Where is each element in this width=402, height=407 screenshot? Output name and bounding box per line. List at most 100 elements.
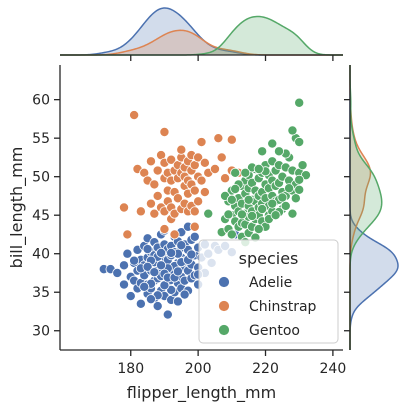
point-chinstrap bbox=[149, 208, 160, 219]
point-adelie bbox=[186, 249, 197, 260]
point-adelie bbox=[179, 289, 190, 300]
point-chinstrap bbox=[172, 193, 183, 204]
y-tick-label: 35 bbox=[32, 285, 50, 301]
point-adelie bbox=[129, 255, 140, 266]
top-marginal-kde bbox=[60, 7, 343, 61]
point-chinstrap bbox=[145, 156, 156, 167]
point-gentoo bbox=[287, 208, 298, 219]
point-chinstrap bbox=[209, 163, 220, 174]
point-chinstrap bbox=[226, 134, 237, 145]
point-adelie bbox=[142, 261, 153, 272]
point-chinstrap bbox=[199, 157, 210, 168]
legend-title: species bbox=[239, 249, 299, 268]
point-adelie bbox=[119, 279, 130, 290]
point-adelie bbox=[122, 248, 133, 259]
top-kde-fill-gentoo bbox=[60, 16, 343, 55]
point-chinstrap bbox=[159, 224, 170, 235]
point-chinstrap bbox=[145, 198, 156, 209]
point-chinstrap bbox=[196, 137, 207, 148]
point-gentoo bbox=[280, 200, 291, 211]
point-gentoo bbox=[253, 163, 264, 174]
point-adelie bbox=[166, 284, 177, 295]
legend-label-chinstrap: Chinstrap bbox=[249, 299, 317, 315]
point-adelie bbox=[166, 247, 177, 258]
top-kde-fill-chinstrap bbox=[60, 30, 343, 55]
right-kde-fill-adelie bbox=[350, 65, 398, 350]
point-chinstrap bbox=[220, 173, 231, 184]
point-chinstrap bbox=[196, 175, 207, 186]
point-gentoo bbox=[203, 208, 214, 219]
point-adelie bbox=[145, 294, 156, 305]
point-adelie bbox=[135, 298, 146, 309]
point-chinstrap bbox=[169, 208, 180, 219]
point-adelie bbox=[189, 231, 200, 242]
point-chinstrap bbox=[189, 221, 200, 232]
point-gentoo bbox=[270, 210, 281, 221]
point-gentoo bbox=[294, 174, 305, 185]
point-adelie bbox=[172, 266, 183, 277]
axes: 180 200 220 240 30 35 40 45 50 55 60 bbox=[32, 65, 346, 377]
point-adelie bbox=[139, 281, 150, 292]
right-kde-fill-chinstrap bbox=[350, 65, 371, 350]
scatter-points bbox=[98, 97, 311, 320]
point-chinstrap bbox=[213, 133, 224, 144]
point-adelie bbox=[142, 244, 153, 255]
point-gentoo bbox=[287, 125, 298, 136]
x-tick-label: 220 bbox=[252, 361, 279, 377]
legend-marker-gentoo bbox=[218, 324, 230, 336]
point-gentoo bbox=[253, 224, 264, 235]
point-chinstrap bbox=[199, 187, 210, 198]
legend-box bbox=[198, 239, 339, 344]
point-gentoo bbox=[277, 192, 288, 203]
x-axis-title: flipper_length_mm bbox=[127, 383, 276, 403]
legend-marker-chinstrap bbox=[218, 300, 230, 312]
point-gentoo bbox=[230, 167, 241, 178]
point-chinstrap bbox=[166, 154, 177, 165]
point-gentoo bbox=[247, 210, 258, 221]
point-adelie bbox=[156, 247, 167, 258]
y-tick-label: 55 bbox=[32, 131, 50, 147]
point-gentoo bbox=[243, 194, 254, 205]
point-chinstrap bbox=[135, 206, 146, 217]
legend-marker-adelie bbox=[218, 276, 230, 288]
right-marginal-kde bbox=[344, 65, 399, 350]
y-tick-label: 50 bbox=[32, 170, 50, 186]
point-chinstrap bbox=[216, 152, 227, 163]
point-adelie bbox=[176, 240, 187, 251]
point-gentoo bbox=[257, 204, 268, 215]
y-tick-label: 60 bbox=[32, 93, 50, 109]
right-kde-fill-gentoo bbox=[350, 65, 382, 350]
point-gentoo bbox=[230, 184, 241, 195]
x-tick-label: 200 bbox=[185, 361, 212, 377]
point-adelie bbox=[149, 267, 160, 278]
top-kde-fill-adelie bbox=[60, 8, 343, 55]
point-gentoo bbox=[240, 167, 251, 178]
point-gentoo bbox=[294, 97, 305, 108]
point-chinstrap bbox=[193, 196, 204, 207]
point-chinstrap bbox=[169, 229, 180, 240]
y-tick-label: 40 bbox=[32, 247, 50, 263]
point-chinstrap bbox=[149, 179, 160, 190]
point-chinstrap bbox=[159, 127, 170, 138]
x-tick-label: 240 bbox=[320, 361, 347, 377]
point-adelie bbox=[162, 309, 173, 320]
point-adelie bbox=[125, 291, 136, 302]
point-gentoo bbox=[294, 137, 305, 148]
point-chinstrap bbox=[152, 190, 163, 201]
point-adelie bbox=[156, 260, 167, 271]
point-gentoo bbox=[297, 160, 308, 171]
point-gentoo bbox=[223, 209, 234, 220]
y-axis-title: bill_length_mm bbox=[7, 147, 27, 269]
legend-label-gentoo: Gentoo bbox=[249, 323, 300, 339]
point-gentoo bbox=[273, 146, 284, 157]
point-chinstrap bbox=[193, 152, 204, 163]
point-gentoo bbox=[226, 229, 237, 240]
point-chinstrap bbox=[189, 185, 200, 196]
point-gentoo bbox=[257, 146, 268, 157]
point-chinstrap bbox=[129, 110, 140, 121]
point-gentoo bbox=[267, 198, 278, 209]
point-gentoo bbox=[300, 170, 311, 181]
point-chinstrap bbox=[189, 206, 200, 217]
